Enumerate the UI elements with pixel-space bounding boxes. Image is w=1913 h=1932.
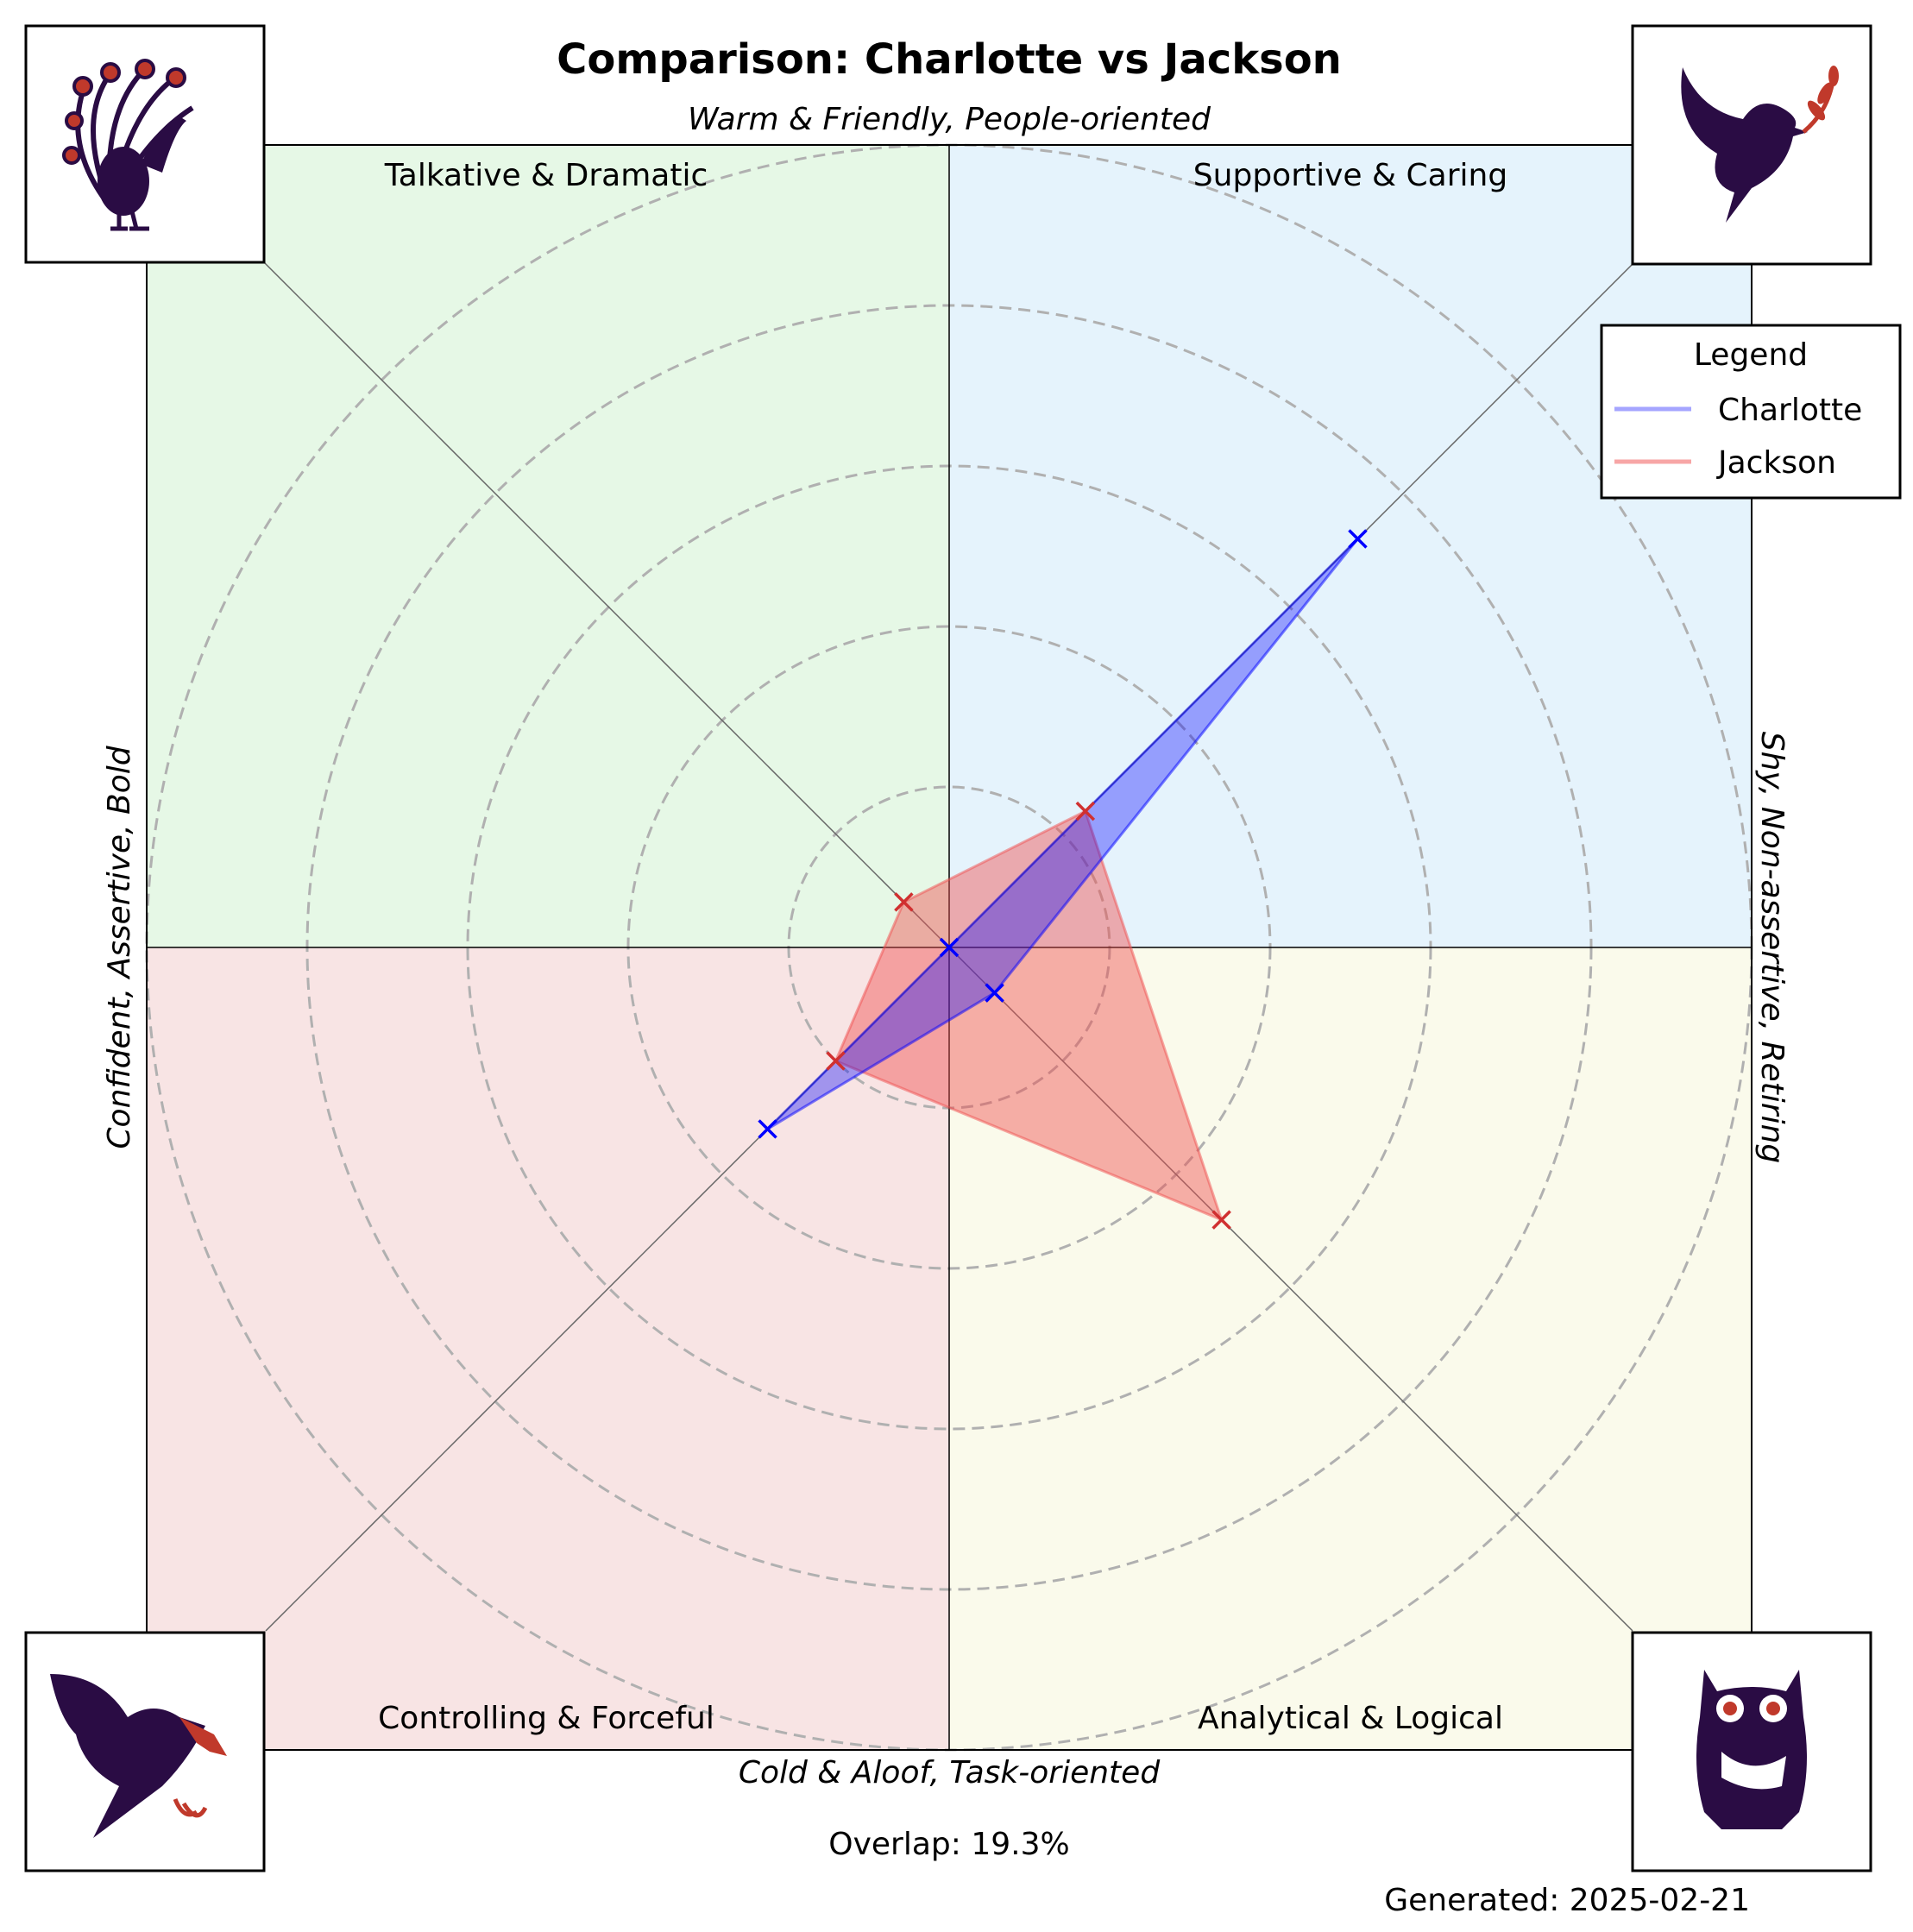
axis-label-top: Warm & Friendly, People-oriented bbox=[688, 102, 1211, 137]
legend-title: Legend bbox=[1694, 337, 1808, 373]
plot-frame bbox=[146, 144, 1753, 1751]
data-point-jackson-analytical-logical bbox=[1211, 1210, 1231, 1230]
data-point-jackson-talkative-dramatic bbox=[894, 892, 914, 912]
overlap-text: Overlap: 19.3% bbox=[828, 1827, 1069, 1862]
chart-title: Comparison: Charlotte vs Jackson bbox=[557, 35, 1342, 84]
data-point-charlotte-controlling-forceful bbox=[758, 1119, 777, 1139]
axis-label-bottom: Cold & Aloof, Task-oriented bbox=[739, 1755, 1161, 1790]
axis-label-left: Confident, Assertive, Bold bbox=[102, 745, 137, 1149]
legend-label-charlotte: Charlotte bbox=[1718, 393, 1862, 428]
legend-box bbox=[1600, 324, 1902, 500]
data-point-jackson-controlling-forceful bbox=[826, 1051, 846, 1071]
quadrant-label-talkative: Talkative & Dramatic bbox=[384, 158, 708, 193]
peacock-icon bbox=[24, 24, 266, 264]
series-layer bbox=[758, 529, 1368, 1230]
diagonal-top-left bbox=[263, 261, 950, 948]
quadrant-label-supportive: Supportive & Caring bbox=[1193, 158, 1507, 193]
data-point-charlotte-talkative-dramatic bbox=[939, 937, 960, 958]
diagonal-bottom-right bbox=[948, 947, 1633, 1632]
owl-icon bbox=[1631, 1631, 1872, 1872]
eagle-icon bbox=[24, 1631, 266, 1872]
data-point-jackson-supportive-caring bbox=[1075, 801, 1096, 821]
legend: Legend Charlotte Jackson bbox=[1600, 324, 1902, 500]
dove-icon bbox=[1631, 24, 1872, 266]
data-point-charlotte-analytical-logical bbox=[985, 983, 1004, 1003]
legend-label-jackson: Jackson bbox=[1716, 445, 1836, 481]
data-point-charlotte-supportive-caring bbox=[1348, 529, 1368, 549]
quadrant-label-analytical: Analytical & Logical bbox=[1198, 1701, 1503, 1736]
axis-label-right: Shy, Non-assertive, Retiring bbox=[1754, 732, 1790, 1164]
quadrant-label-controlling: Controlling & Forceful bbox=[378, 1701, 714, 1736]
generated-text: Generated: 2025-02-21 bbox=[1384, 1883, 1750, 1918]
